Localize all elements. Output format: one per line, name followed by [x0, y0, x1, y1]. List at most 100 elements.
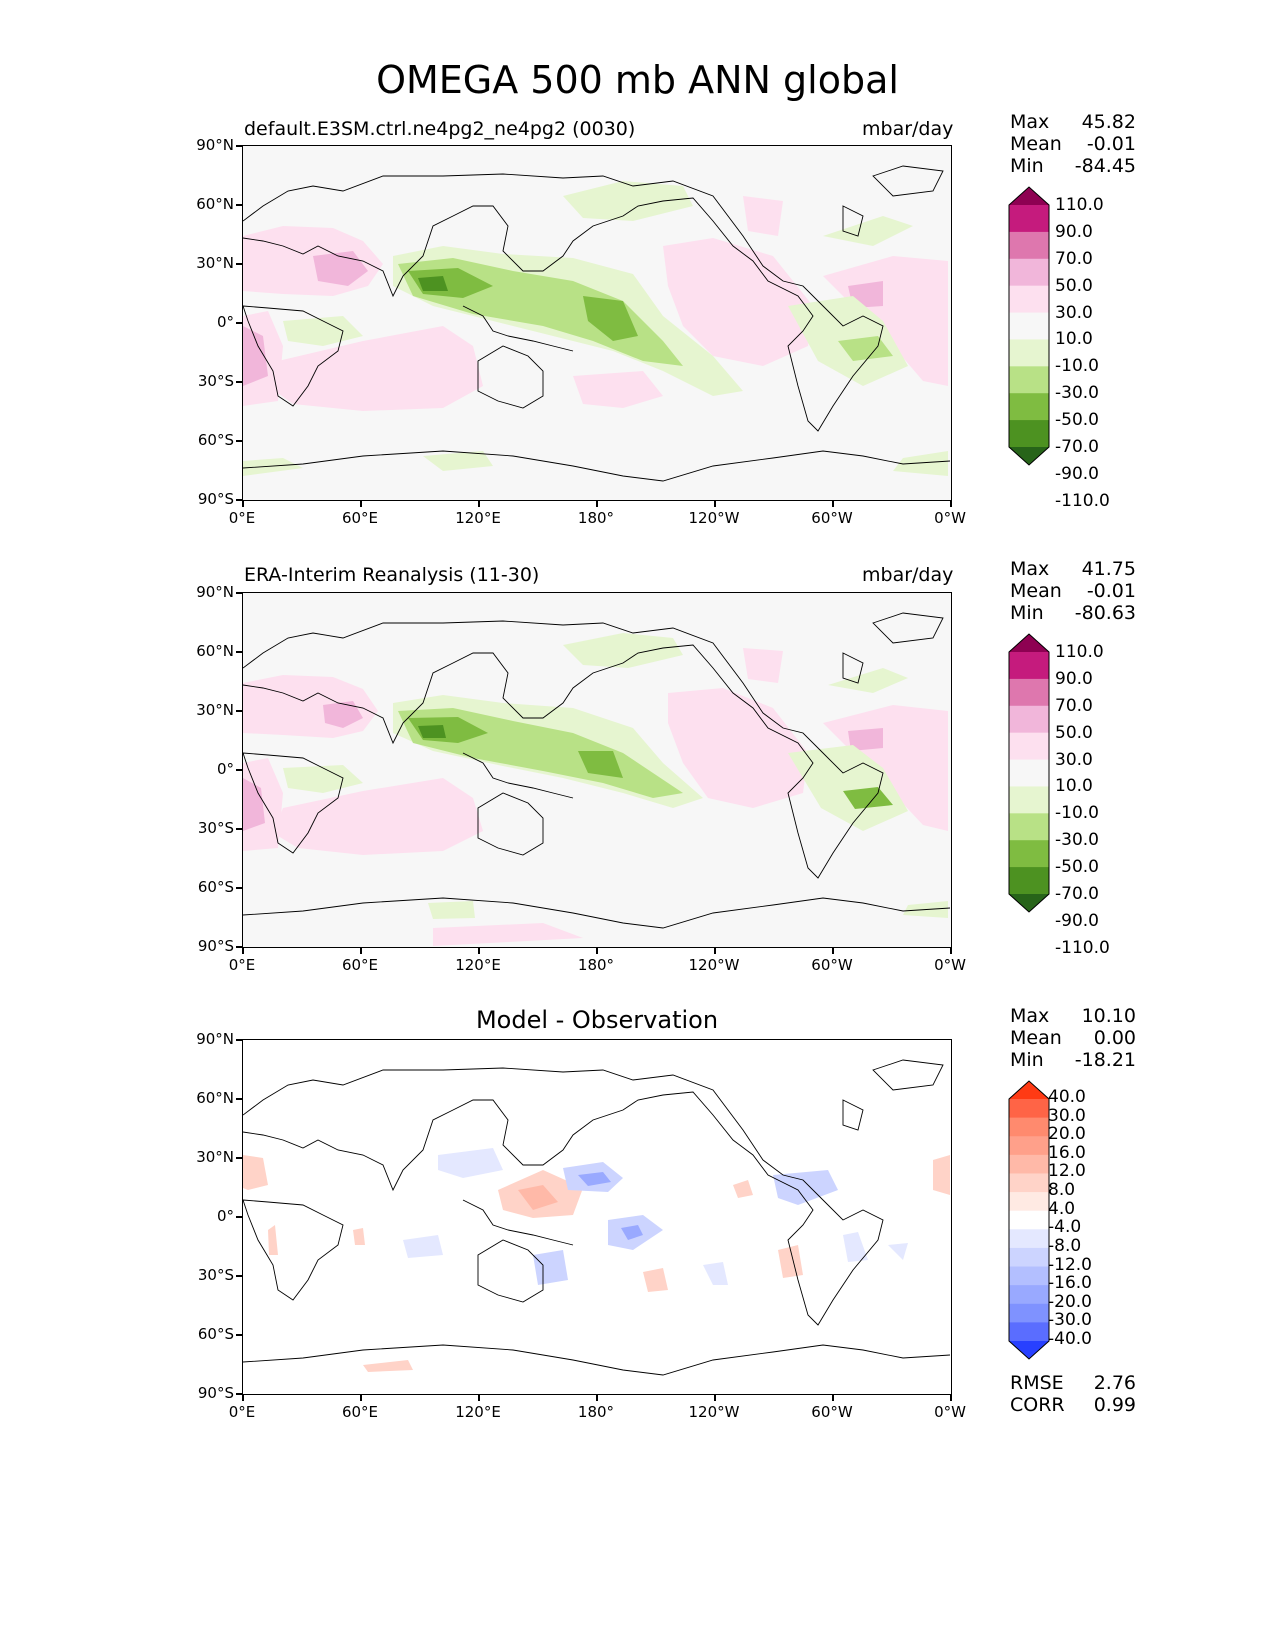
p3-blue-central-pacific-core — [578, 1172, 611, 1186]
p3-red-atlantic-west — [243, 1155, 268, 1190]
panel3-colorbar-band — [1009, 1229, 1049, 1249]
panel1-colorbar-band — [1009, 339, 1049, 367]
panel1-lon-tick — [950, 501, 952, 507]
panel1-lon-tick-label: 60°W — [811, 509, 853, 527]
panel2-colorbar-tick-label: 110.0 — [1055, 642, 1104, 662]
panel2-colorbar-band — [1009, 813, 1049, 841]
panel3-lat-tick — [236, 1216, 242, 1218]
panel1-colorbar-tick-label: 10.0 — [1055, 329, 1093, 350]
panel2-lat-tick — [236, 946, 242, 948]
panel1-colorbar-tick-label: -90.0 — [1055, 463, 1099, 484]
panel2-colorbar-labels: 110.0 90.0 70.0 50.0 30.0 10.0 -10.0 -30.0 -50.0… — [1055, 630, 1125, 958]
panel2-colorbar-band — [1009, 678, 1049, 707]
p2-pink-east-pacific — [668, 688, 808, 808]
panel3-colorbar-tick-label: 20.0 — [1048, 1124, 1086, 1145]
panel1-colorbar-tick-label: 90.0 — [1055, 221, 1093, 242]
panel3-lon-tick-label: 0°E — [228, 1403, 256, 1421]
panel3-lon-tick — [242, 1395, 244, 1401]
panel1-colorbar — [1008, 186, 1050, 466]
panel3-lon-tick-label: 120°W — [688, 1403, 740, 1421]
panel1-colorbar-tick-label: -70.0 — [1055, 437, 1099, 457]
panel3-lon-tick-label: 0°W — [934, 1403, 966, 1421]
panel2-lon-tick-label: 120°E — [455, 956, 501, 974]
panel1-lat-tick-label: 90°N — [196, 136, 234, 154]
p1-pink-southeast-pacific — [573, 371, 663, 408]
panel2-lat-tick — [236, 592, 242, 594]
panel1-lat-tick — [236, 381, 242, 383]
panel1-colorbar-tick-label: 50.0 — [1055, 275, 1093, 296]
panel1-title: default.E3SM.ctrl.ne4pg2_ne4pg2 (0030) — [244, 118, 636, 140]
panel1-colorbar-outline — [1008, 186, 1050, 466]
panel3-colorbar-band — [1009, 1099, 1049, 1119]
p1-green-north-pacific — [563, 181, 693, 221]
panel1-max-label: Max — [1010, 111, 1050, 133]
p1-green-north-atlantic — [823, 216, 913, 246]
panel1-mean-label: Mean — [1010, 133, 1062, 155]
panel3-lat-tick-label: 90°N — [196, 1030, 234, 1048]
panel2-lon-tick-label: 120°W — [688, 956, 740, 974]
panel2-field — [243, 612, 950, 946]
panel2-colorbar-tick-label: -70.0 — [1055, 884, 1099, 904]
p3-blue-west-pacific — [438, 1148, 503, 1178]
panel2-min-label: Min — [1010, 602, 1044, 624]
panel3-colorbar-band — [1009, 1154, 1049, 1174]
panel3-colorbar-tick-label: 12.0 — [1048, 1161, 1086, 1182]
panel1-field — [243, 165, 950, 482]
p2-green-deep — [418, 725, 446, 738]
p2-pink-north-pacific — [743, 648, 783, 683]
panel1-lon-tick — [478, 501, 480, 507]
panel3-min-value: -18.21 — [1074, 1049, 1136, 1071]
panel3-lon-tick — [360, 1395, 362, 1401]
panel2-max-label: Max — [1010, 558, 1050, 580]
panel1-lat-tick — [236, 440, 242, 442]
p1-green-spcz-core — [583, 296, 638, 341]
panel3-lat-tick-label: 30°S — [197, 1266, 234, 1284]
p3-red-patch-4 — [363, 1360, 413, 1372]
panel1-colorbar-extend-top — [1009, 187, 1049, 205]
panel1-lat-tick — [236, 499, 242, 501]
panel3-colorbar-band — [1009, 1173, 1049, 1193]
panel2-lat-tick-label: 0° — [216, 760, 234, 778]
panel3-lat-tick-label: 90°S — [197, 1384, 234, 1402]
panel1-lon-tick-label: 0°E — [228, 509, 256, 527]
panel2-lon-tick — [478, 948, 480, 954]
panel1-lon-tick — [596, 501, 598, 507]
panel1-lat-tick-label: 90°S — [197, 490, 234, 508]
panel1-colorbar-band — [1009, 205, 1049, 233]
panel1-lat-tick-label: 60°S — [197, 431, 234, 449]
panel1-colorbar-band — [1009, 312, 1049, 340]
panel2-lat-tick-label: 30°S — [197, 819, 234, 837]
panel2-lat-tick-label: 60°S — [197, 878, 234, 896]
panel1-colorbar-band — [1009, 231, 1049, 260]
panel2-lat-tick-label: 30°N — [196, 701, 234, 719]
panel3-lat-tick — [236, 1039, 242, 1041]
panel3-mean-value: 0.00 — [1093, 1027, 1136, 1049]
panel2-colorbar-band — [1009, 786, 1049, 814]
p2-green-amazon — [788, 745, 908, 831]
panel3-colorbar-band — [1009, 1266, 1049, 1286]
panel3-max-value: 10.10 — [1081, 1005, 1136, 1027]
p2-pink-indian-ocean — [273, 778, 483, 855]
p3-blue-indian-ocean — [403, 1235, 443, 1258]
panel2-lat-tick-label: 90°S — [197, 937, 234, 955]
panel2-stats: Max 41.75 Mean -0.01 Min -80.63 — [1010, 558, 1136, 624]
panel1-lat-tick-label: 60°N — [196, 195, 234, 213]
corr-label: CORR — [1010, 1394, 1065, 1416]
panel3-lon-tick-label: 120°E — [455, 1403, 501, 1421]
panel1-lon-tick — [714, 501, 716, 507]
panel3-lon-tick — [950, 1395, 952, 1401]
panel2-colorbar-tick-label: 90.0 — [1055, 668, 1093, 689]
p3-red-west-pacific-core — [518, 1185, 558, 1210]
panel1-lon-tick — [242, 501, 244, 507]
panel1-lon-tick — [832, 501, 834, 507]
panel2-colorbar-tick-label: -90.0 — [1055, 910, 1099, 931]
panel2-lat-tick — [236, 651, 242, 653]
panel2-lon-tick-label: 0°W — [934, 956, 966, 974]
panel1-lat-tick — [236, 263, 242, 265]
p1-coastlines — [243, 165, 950, 482]
panel3-stats: Max 10.10 Mean 0.00 Min -18.21 — [1010, 1005, 1136, 1071]
panel3-lon-tick — [832, 1395, 834, 1401]
panel2-mean-value: -0.01 — [1086, 580, 1136, 602]
p3-blue-caribbean — [773, 1170, 838, 1205]
p1-green-deep — [418, 276, 448, 291]
